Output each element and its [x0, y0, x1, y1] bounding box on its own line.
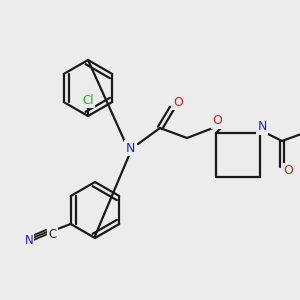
- Text: O: O: [283, 164, 293, 178]
- Text: N: N: [257, 121, 267, 134]
- Text: N: N: [24, 233, 33, 247]
- Text: O: O: [212, 115, 222, 128]
- Text: N: N: [125, 142, 135, 154]
- Text: C: C: [49, 227, 57, 241]
- Text: O: O: [173, 95, 183, 109]
- Text: Cl: Cl: [82, 94, 94, 106]
